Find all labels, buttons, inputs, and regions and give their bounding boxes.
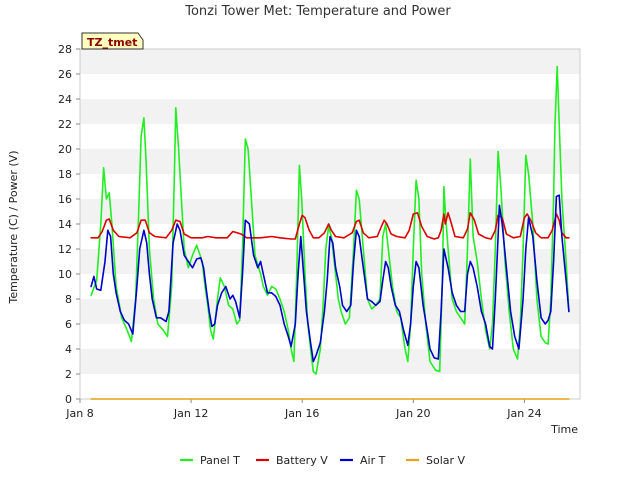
plot-band [80, 199, 580, 224]
legend-label-panel-t: Panel T [200, 454, 240, 467]
x-tick-label: Jan 12 [173, 407, 208, 420]
x-tick-label: Jan 8 [65, 407, 93, 420]
series-lines [90, 65, 570, 400]
y-tick-label: 18 [58, 168, 72, 181]
legend-label-solar-v: Solar V [426, 454, 466, 467]
x-axis-label: Time [550, 423, 578, 436]
y-tick-label: 6 [65, 318, 72, 331]
x-tick-label: Jan 16 [284, 407, 319, 420]
legend-label-battery-v: Battery V [276, 454, 328, 467]
y-tick-label: 16 [58, 193, 72, 206]
plot-band [80, 99, 580, 124]
y-tick-label: 14 [58, 218, 72, 231]
y-tick-label: 10 [58, 268, 72, 281]
plot-band [80, 324, 580, 349]
y-tick-label: 0 [65, 393, 72, 406]
x-axis: Jan 8 Jan 12 Jan 16 Jan 20 Jan 24 [65, 399, 542, 420]
series-line-air-t [90, 194, 570, 363]
plot-band [80, 124, 580, 149]
y-tick-label: 8 [65, 293, 72, 306]
y-tick-label: 20 [58, 143, 72, 156]
plot-band [80, 149, 580, 174]
y-tick-label: 12 [58, 243, 72, 256]
x-tick-label: Jan 20 [395, 407, 430, 420]
y-tick-label: 4 [65, 343, 72, 356]
station-tag-label: TZ_tmet [87, 36, 137, 49]
y-tick-label: 2 [65, 368, 72, 381]
plot-bands [80, 49, 580, 399]
plot-band [80, 74, 580, 99]
chart-title: Tonzi Tower Met: Temperature and Power [184, 4, 451, 19]
station-tag: TZ_tmet [81, 32, 144, 50]
plot-band [80, 349, 580, 374]
plot-band [80, 274, 580, 299]
y-tick-label: 24 [58, 93, 72, 106]
legend: Panel T Battery V Air T Solar V [180, 454, 466, 467]
plot-band [80, 174, 580, 199]
y-tick-label: 22 [58, 118, 72, 131]
y-tick-label: 28 [58, 43, 72, 56]
y-axis-label: Temperature (C) / Power (V) [7, 150, 20, 304]
plot-band [80, 49, 580, 74]
station-tag-box [81, 32, 144, 50]
x-tick-label: Jan 24 [506, 407, 541, 420]
plot-band [80, 374, 580, 399]
y-tick-label: 26 [58, 68, 72, 81]
legend-label-air-t: Air T [360, 454, 386, 467]
